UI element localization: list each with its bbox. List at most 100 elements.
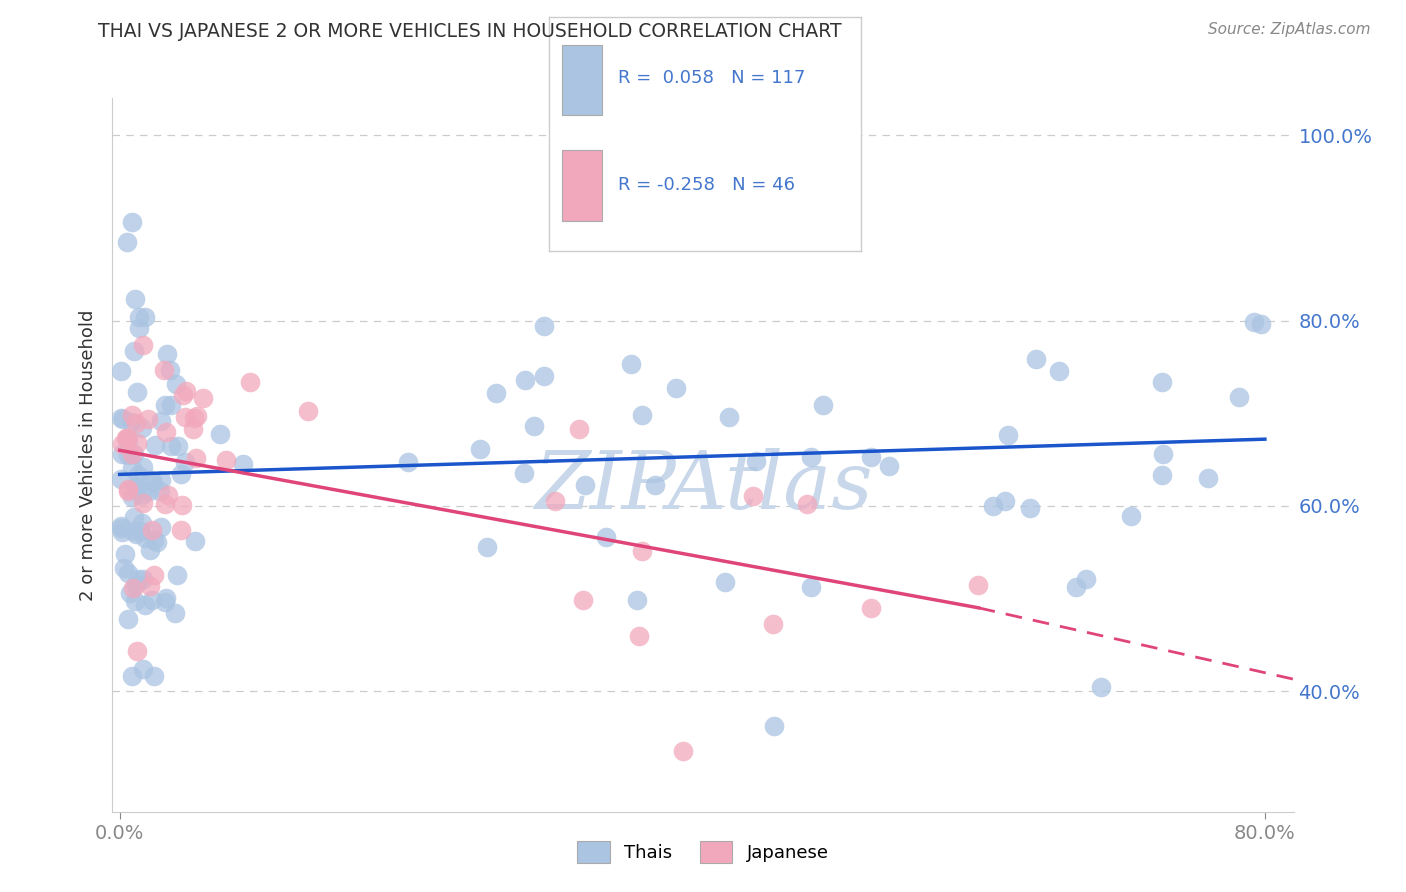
Point — [800, 580, 823, 594]
Text: Source: ZipAtlas.com: Source: ZipAtlas.com — [1208, 22, 1371, 37]
Point — [994, 494, 1017, 508]
Point — [125, 577, 148, 591]
Point — [149, 520, 172, 534]
Point — [125, 480, 148, 494]
Point — [860, 450, 883, 464]
Point — [170, 524, 193, 538]
Point — [125, 527, 148, 541]
Point — [239, 375, 262, 389]
Point — [132, 495, 155, 509]
Point — [1250, 317, 1272, 331]
Point — [121, 460, 143, 475]
Point — [165, 606, 187, 620]
Point — [165, 377, 187, 392]
Point — [149, 484, 172, 499]
Point — [122, 447, 145, 461]
Point — [111, 436, 134, 450]
Point — [879, 459, 901, 474]
Point — [1150, 468, 1173, 483]
Point — [181, 421, 204, 435]
Point — [800, 450, 823, 465]
Point — [1018, 501, 1040, 516]
Point — [153, 363, 176, 377]
Point — [122, 344, 145, 359]
Y-axis label: 2 or more Vehicles in Household: 2 or more Vehicles in Household — [79, 310, 97, 600]
Point — [117, 235, 139, 249]
Point — [167, 439, 190, 453]
Point — [762, 617, 785, 632]
Point — [860, 601, 883, 615]
Point — [120, 416, 142, 430]
Point — [122, 509, 145, 524]
Point — [117, 431, 139, 445]
Point — [159, 363, 181, 377]
Point — [523, 419, 546, 434]
Point — [110, 472, 132, 486]
Point — [184, 450, 207, 465]
Point — [131, 488, 153, 502]
Point — [110, 364, 132, 378]
Point — [468, 442, 491, 457]
Point — [111, 447, 134, 461]
Point — [232, 457, 254, 471]
Point — [630, 544, 652, 558]
Point — [208, 427, 231, 442]
Point — [631, 408, 654, 422]
Point — [127, 479, 149, 493]
Text: R =  0.058   N = 117: R = 0.058 N = 117 — [619, 69, 806, 87]
Point — [112, 561, 135, 575]
Point — [115, 432, 138, 446]
Point — [124, 593, 146, 607]
Point — [118, 586, 141, 600]
Point — [146, 535, 169, 549]
Point — [127, 468, 149, 483]
Point — [139, 542, 162, 557]
Point — [134, 532, 156, 546]
Point — [513, 373, 536, 387]
Point — [143, 567, 166, 582]
Text: THAI VS JAPANESE 2 OR MORE VEHICLES IN HOUSEHOLD CORRELATION CHART: THAI VS JAPANESE 2 OR MORE VEHICLES IN H… — [98, 22, 842, 41]
Point — [1227, 390, 1250, 404]
Point — [571, 592, 593, 607]
Point — [967, 578, 990, 592]
Bar — [562, 150, 602, 220]
Point — [117, 482, 139, 496]
Point — [134, 310, 156, 324]
Point — [717, 410, 740, 425]
Point — [141, 523, 163, 537]
Point — [160, 398, 183, 412]
Point — [150, 474, 173, 488]
Point — [174, 410, 197, 425]
Point — [396, 455, 419, 469]
Point — [121, 669, 143, 683]
Point — [129, 524, 152, 539]
Point — [110, 411, 132, 425]
Text: ZIPAtlas: ZIPAtlas — [534, 449, 872, 525]
Point — [620, 357, 643, 371]
Point — [127, 572, 149, 586]
Point — [153, 398, 176, 412]
Point — [1064, 581, 1087, 595]
Point — [485, 386, 508, 401]
Point — [173, 455, 195, 469]
Point — [117, 448, 139, 462]
Point — [813, 398, 835, 412]
Text: R = -0.258   N = 46: R = -0.258 N = 46 — [619, 177, 794, 194]
Point — [714, 574, 737, 589]
Bar — [562, 45, 602, 115]
Point — [193, 392, 215, 406]
Point — [183, 411, 205, 425]
Point — [117, 483, 139, 498]
Point — [121, 215, 143, 229]
Point — [297, 403, 319, 417]
Point — [117, 612, 139, 626]
Point — [156, 347, 179, 361]
Point — [155, 425, 177, 439]
Point — [122, 581, 145, 595]
Point — [170, 467, 193, 481]
Point — [1047, 364, 1070, 378]
Point — [644, 478, 666, 492]
Point — [574, 478, 596, 492]
Point — [1025, 351, 1047, 366]
Point — [136, 412, 159, 426]
